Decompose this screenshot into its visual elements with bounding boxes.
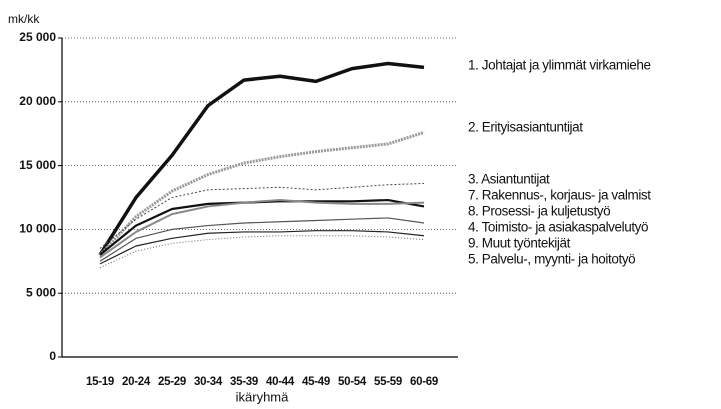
legend-label: 1. Johtajat ja ylimmät virkamiehe bbox=[468, 58, 651, 73]
y-axis-label: mk/kk bbox=[8, 12, 40, 26]
x-tick-label: 55-59 bbox=[374, 376, 402, 388]
x-tick-label: 20-24 bbox=[122, 376, 151, 388]
series-line bbox=[98, 61, 425, 256]
legend-label: 4. Toimisto- ja asiakaspalvelutyö bbox=[468, 220, 648, 235]
y-tick-label: 10 000 bbox=[19, 222, 56, 236]
series-line bbox=[98, 130, 425, 256]
x-tick-label: 50-54 bbox=[338, 376, 367, 388]
x-tick-label: 25-29 bbox=[158, 376, 186, 388]
y-tick-label: 15 000 bbox=[19, 158, 56, 172]
series-line bbox=[99, 217, 425, 262]
x-tick-label: 40-44 bbox=[266, 376, 295, 388]
legend-label: 2. Erityisasiantuntijat bbox=[468, 120, 583, 135]
series-line bbox=[99, 182, 425, 249]
x-tick-label: 35-39 bbox=[230, 376, 258, 388]
x-axis-label: ikäryhmä bbox=[236, 389, 290, 404]
y-tick-label: 5 000 bbox=[26, 285, 56, 299]
legend-label: 9. Muut työntekijät bbox=[468, 236, 571, 251]
legend-label: 3. Asiantuntijat bbox=[468, 172, 550, 187]
x-tick-label: 15-19 bbox=[86, 376, 114, 388]
legend-label: 7. Rakennus-, korjaus- ja valmist bbox=[468, 188, 651, 203]
series-line bbox=[99, 199, 425, 259]
series-line bbox=[99, 235, 425, 269]
y-tick-label: 20 000 bbox=[19, 94, 56, 108]
x-tick-label: 45-49 bbox=[302, 376, 330, 388]
series-line bbox=[99, 230, 425, 265]
x-tick-label: 60-69 bbox=[410, 376, 438, 388]
legend-label: 8. Prosessi- ja kuljetustyö bbox=[468, 204, 610, 219]
y-tick-label: 0 bbox=[49, 349, 56, 363]
y-tick-label: 25 000 bbox=[19, 30, 56, 44]
x-tick-label: 30-34 bbox=[194, 376, 223, 388]
legend-label: 5. Palvelu-, myynti- ja hoitotyö bbox=[468, 252, 635, 267]
